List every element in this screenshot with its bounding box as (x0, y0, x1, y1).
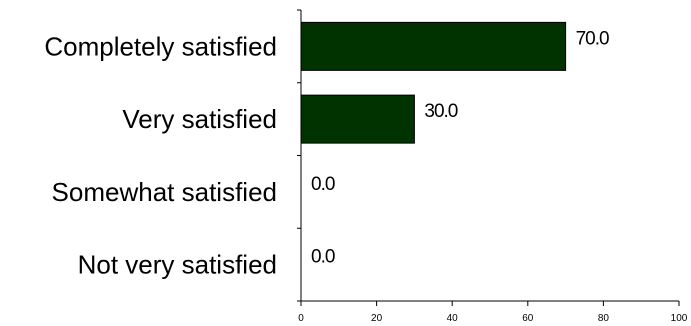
x-tick-label-2: 40 (447, 313, 459, 324)
value-label-0: 70.0 (576, 28, 609, 49)
category-label-2: Somewhat satisfied (52, 177, 277, 207)
x-tick-label-1: 20 (371, 313, 383, 324)
value-label-2: 0.0 (311, 174, 335, 195)
x-ticks-group: 0 20 40 60 80 100 (298, 301, 688, 324)
category-label-1: Very satisfied (122, 104, 277, 134)
bar-1 (300, 94, 415, 144)
x-tick-label-5: 100 (671, 313, 688, 324)
category-labels-group: Completely satisfied Very satisfied Somewh… (44, 31, 277, 279)
axes-group (297, 9, 679, 302)
x-tick-label-4: 80 (598, 313, 610, 324)
x-tick-label-0: 0 (298, 313, 304, 324)
x-tick-label-3: 60 (522, 313, 534, 324)
bars-group (300, 21, 567, 144)
category-label-0: Completely satisfied (44, 31, 277, 61)
value-labels-group: 70.0 30.0 0.0 0.0 (311, 28, 610, 268)
bar-0 (300, 21, 567, 71)
category-label-3: Not very satisfied (78, 250, 277, 280)
value-label-1: 30.0 (424, 101, 457, 122)
value-label-3: 0.0 (311, 247, 335, 268)
